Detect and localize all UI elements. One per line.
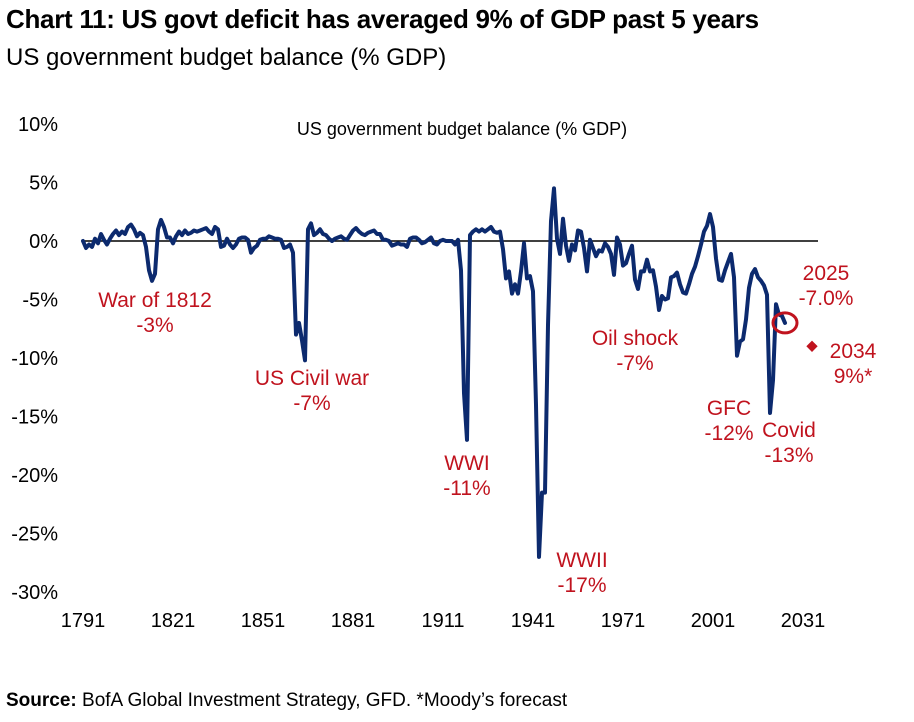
x-tick-label: 1851 (241, 610, 286, 632)
annotation-war1812: War of 1812 -3% (98, 289, 212, 337)
y-tick-label: 10% (18, 114, 58, 136)
x-axis: 1791 1821 1851 1881 1911 1941 1971 2001 2031 (61, 610, 826, 632)
source-label: Source: (6, 690, 77, 711)
y-tick-label: 5% (29, 173, 58, 195)
y-tick-label: -30% (11, 582, 58, 604)
source-note: Source: BofA Global Investment Strategy,… (6, 690, 567, 712)
x-tick-label: 1971 (601, 610, 646, 632)
annotation-wwi: WWI -11% (443, 452, 490, 500)
x-tick-label: 1941 (511, 610, 556, 632)
annotation-wwii: WWII -17% (556, 549, 607, 597)
annotation-y2025: 2025 -7.0% (799, 262, 854, 310)
annotation-gfc: GFC -12% (704, 397, 753, 445)
x-tick-label: 2001 (691, 610, 736, 632)
annotation-civil: US Civil war -7% (255, 367, 369, 415)
budget-balance-line (81, 186, 787, 559)
chart-subtitle: US government budget balance (% GDP) (6, 44, 447, 71)
annotation-y2034: 2034 9%* (830, 340, 877, 388)
annotation-covid: Covid -13% (762, 419, 816, 467)
annotation-oil: Oil shock -7% (592, 327, 679, 375)
y-tick-label: 0% (29, 231, 58, 253)
source-text: BofA Global Investment Strategy, GFD. *M… (82, 690, 568, 711)
y-tick-label: -20% (11, 465, 58, 487)
annotations: War of 1812 -3% US Civil war -7% WWI -11% WWII… (98, 262, 876, 597)
y-tick-label: -10% (11, 348, 58, 370)
x-tick-label: 1911 (421, 610, 464, 632)
x-tick-label: 1791 (61, 610, 106, 632)
chart-title: Chart 11: US govt deficit has averaged 9… (6, 4, 759, 34)
y-axis: 10% 5% 0% -5% -10% -15% -20% -25% -30% (11, 114, 58, 604)
y-tick-label: -25% (11, 524, 58, 546)
budget-balance-chart: US government budget balance (% GDP) 10%… (11, 114, 876, 632)
y-tick-label: -5% (22, 290, 58, 312)
forecast-2034-marker (806, 340, 818, 352)
highlight-2025-circle (771, 311, 799, 335)
y-tick-label: -15% (11, 407, 58, 429)
x-tick-label: 1821 (151, 610, 196, 632)
x-tick-label: 2031 (781, 610, 826, 632)
x-tick-label: 1881 (331, 610, 376, 632)
inner-chart-title: US government budget balance (% GDP) (297, 119, 627, 139)
